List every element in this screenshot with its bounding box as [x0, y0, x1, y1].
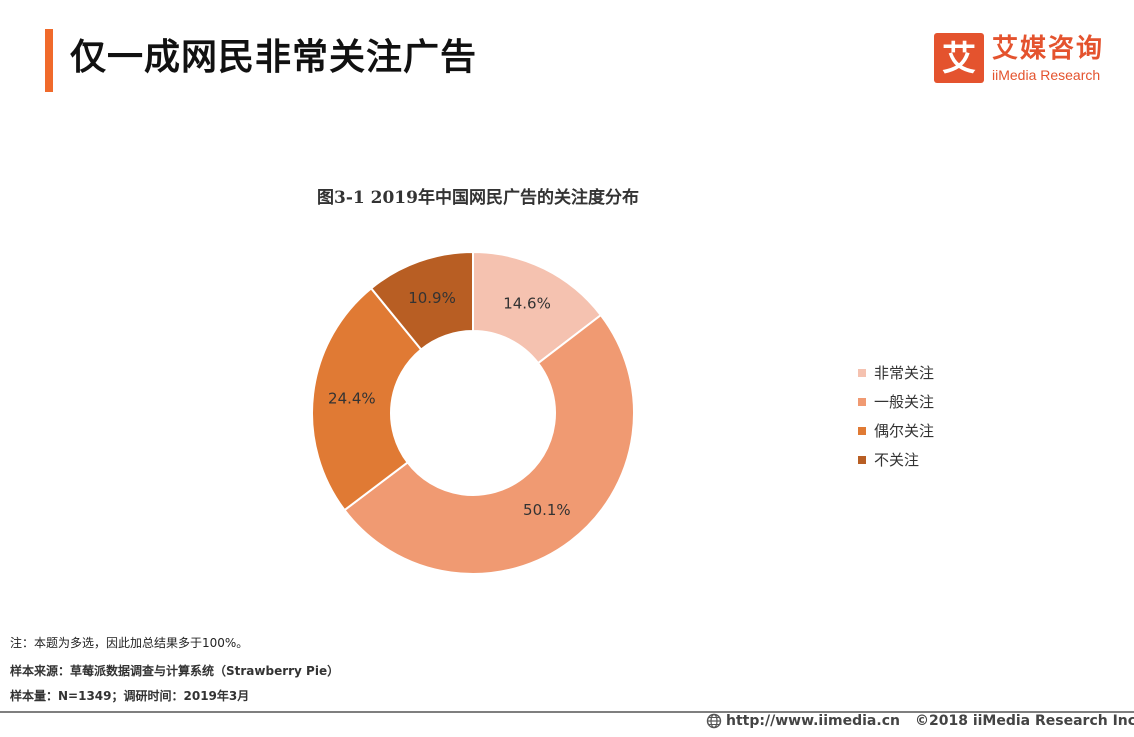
legend-swatch [858, 397, 866, 406]
legend-label: 非常关注 [874, 364, 935, 382]
donut-slice-3 [311, 286, 423, 512]
brand-logo[interactable]: 艾 艾媒咨询 iiMedia Research [934, 33, 1114, 87]
legend-label: 一般关注 [874, 393, 935, 411]
slice-data-label-4: 10.9% [408, 289, 456, 307]
note-multiple-choice: 注：本题为多选，因此加总结果多于100%。 [10, 636, 249, 650]
legend-item-4: 不关注 [858, 445, 934, 474]
note-sample-size: 样本量：N=1349；调研时间：2019年3月 [10, 689, 250, 703]
logo-mark-icon: 艾 [934, 33, 984, 83]
donut-slice-2 [343, 313, 635, 575]
footer-link[interactable]: http://www.iimedia.cn [706, 713, 900, 729]
legend-item-1: 非常关注 [858, 358, 934, 387]
legend-swatch [858, 455, 866, 464]
note-sample-source: 样本来源：草莓派数据调查与计算系统（Strawberry Pie） [10, 664, 340, 678]
legend-item-3: 偶尔关注 [858, 416, 934, 445]
legend-label: 偶尔关注 [874, 422, 935, 440]
legend-swatch [858, 368, 866, 377]
globe-icon [706, 713, 722, 729]
logo-name-en: iiMedia Research [992, 67, 1101, 83]
slice-data-label-1: 14.6% [503, 295, 551, 313]
slice-data-label-3: 24.4% [328, 389, 376, 407]
slice-data-label-2: 50.1% [523, 501, 571, 519]
chart-legend: 非常关注一般关注偶尔关注不关注 [858, 358, 934, 474]
footer-divider [0, 711, 1134, 713]
legend-item-2: 一般关注 [858, 387, 934, 416]
legend-swatch [858, 426, 866, 435]
footer-copyright: ©2018 iiMedia Research Inc [915, 713, 1134, 729]
footer-url-text[interactable]: http://www.iimedia.cn [726, 713, 900, 729]
legend-label: 不关注 [874, 451, 920, 469]
donut-slice-4 [369, 250, 474, 351]
page-title: 仅一成网民非常关注广告 [70, 37, 478, 78]
title-accent-bar [45, 29, 53, 92]
chart-title: 图3-1 2019年中国网民广告的关注度分布 [317, 188, 639, 208]
logo-name-cn: 艾媒咨询 [992, 34, 1105, 64]
logo-mark-text: 艾 [942, 39, 976, 79]
